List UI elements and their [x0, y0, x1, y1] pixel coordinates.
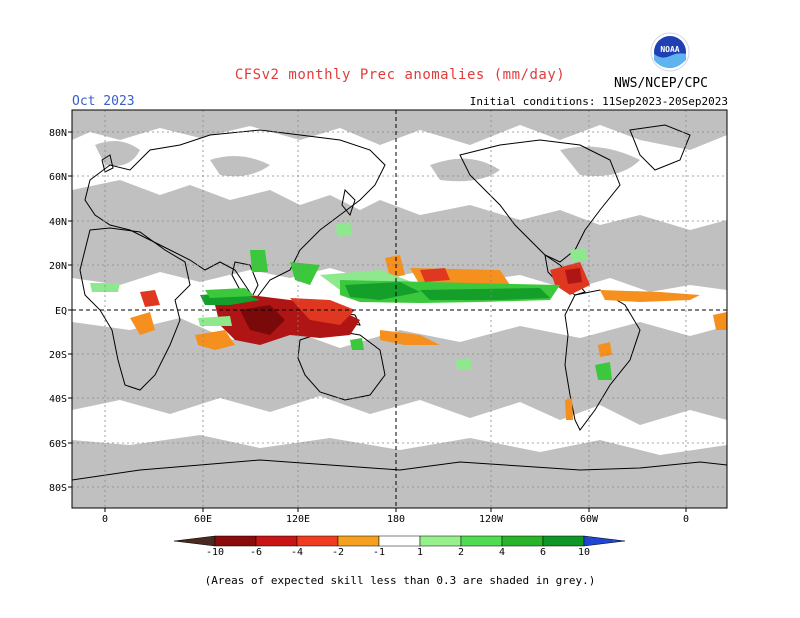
wet-anomalies: [90, 222, 612, 380]
lat-label: 60N: [49, 172, 67, 183]
colorbar-label: 2: [458, 547, 464, 558]
colorbar-label: -1: [373, 547, 385, 558]
graticule: [72, 110, 727, 508]
colorbar-segment: [214, 535, 257, 547]
skill-footnote: (Areas of expected skill less than 0.3 a…: [204, 574, 596, 587]
longitude-labels: 0 60E 120E 180 120W 60W 0: [102, 514, 689, 525]
colorbar-arrow-right: [583, 535, 626, 547]
colorbar-label: 1: [417, 547, 423, 558]
colorbar-segment: [296, 535, 339, 547]
colorbar-segment: [501, 535, 544, 547]
colorbar-label: -4: [291, 547, 303, 558]
lat-label: 80N: [49, 128, 67, 139]
colorbar-label: 10: [578, 547, 590, 558]
lon-label: 60E: [194, 514, 212, 525]
map-title: CFSv2 monthly Prec anomalies (mm/day): [234, 67, 566, 83]
lat-label: 60S: [49, 439, 67, 450]
colorbar-labels: -10 -6 -4 -2 -1 1 2 4 6 10: [206, 547, 590, 558]
lon-label: 0: [102, 514, 108, 525]
dry-anomalies: [130, 255, 727, 420]
colorbar-label: -10: [206, 547, 224, 558]
lat-ticks: [68, 131, 72, 488]
lat-label: 80S: [49, 483, 67, 494]
colorbar-label: -2: [332, 547, 344, 558]
lon-label: 0: [683, 514, 689, 525]
lat-label: 40S: [49, 394, 67, 405]
colorbar-label: -6: [250, 547, 262, 558]
agency-label: NWS/NCEP/CPC: [614, 76, 708, 91]
lat-label: 20N: [49, 261, 67, 272]
forecast-month: Oct 2023: [72, 94, 135, 109]
colorbar-segment: [419, 535, 462, 547]
colorbar: [173, 535, 626, 547]
colorbar-segment: [337, 535, 380, 547]
colorbar-arrow-left: [173, 535, 216, 547]
lon-label: 120W: [479, 514, 504, 525]
noaa-logo: NOAA: [650, 32, 690, 72]
colorbar-segment: [460, 535, 503, 547]
colorbar-label: 6: [540, 547, 546, 558]
latitude-labels: 80N 60N 40N 20N EQ 20S 40S 60S 80S: [49, 128, 67, 494]
colorbar-segment: [378, 535, 421, 547]
lon-label: 180: [387, 514, 405, 525]
lon-label: 60W: [580, 514, 599, 525]
colorbar-label: 4: [499, 547, 505, 558]
lat-label: 20S: [49, 350, 67, 361]
lon-ticks: [104, 508, 687, 512]
lat-label: 40N: [49, 217, 67, 228]
equator-dateline: [72, 110, 727, 508]
map-frame: [71, 109, 728, 509]
initial-conditions: Initial conditions: 11Sep2023-20Sep2023: [469, 95, 728, 108]
lat-label: EQ: [55, 306, 67, 317]
lon-label: 120E: [286, 514, 310, 525]
colorbar-segment: [255, 535, 298, 547]
logo-text: NOAA: [660, 45, 679, 54]
skill-mask-shading: [72, 110, 727, 508]
colorbar-segment: [542, 535, 585, 547]
